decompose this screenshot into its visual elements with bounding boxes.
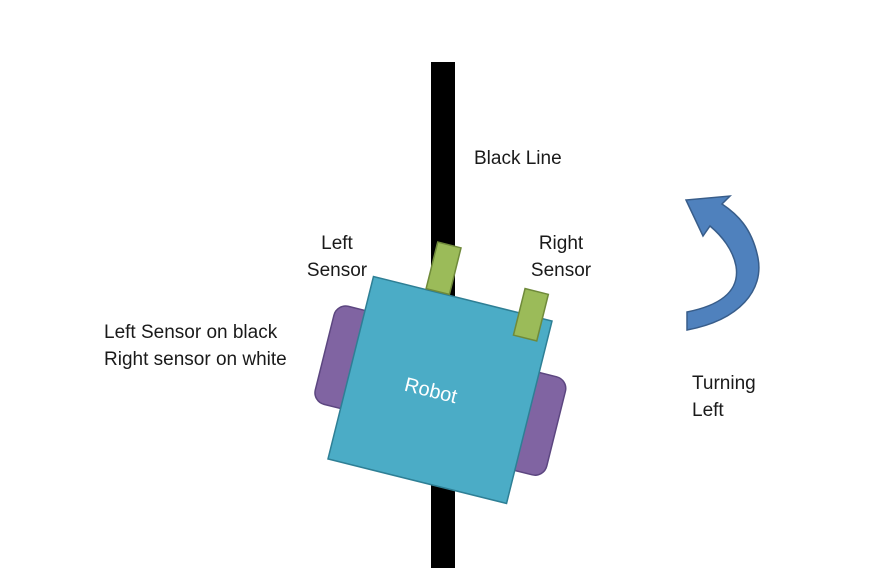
right-sensor-label: Right Sensor	[526, 230, 596, 284]
robot-body	[327, 275, 553, 505]
turning-left-line2: Left	[692, 400, 724, 421]
left-sensor-label: Left Sensor	[302, 230, 372, 284]
left-sensor-label-line1: Left	[321, 233, 353, 254]
turning-left-line1: Turning	[692, 373, 756, 394]
left-sensor	[425, 241, 462, 296]
curved-left-arrow-icon	[684, 195, 760, 331]
sensor-status-line1: Left Sensor on black	[104, 322, 278, 343]
robot	[314, 241, 567, 505]
turning-left-label: Turning Left	[692, 370, 756, 424]
sensor-status-line2: Right sensor on white	[104, 349, 287, 370]
right-sensor	[512, 287, 550, 342]
black-line-label: Black Line	[474, 148, 562, 169]
right-sensor-label-line2: Sensor	[530, 260, 592, 281]
left-sensor-label-line2: Sensor	[306, 260, 368, 281]
sensor-status-label: Left Sensor on black Right sensor on whi…	[104, 319, 287, 373]
right-sensor-label-line1: Right	[538, 233, 584, 254]
